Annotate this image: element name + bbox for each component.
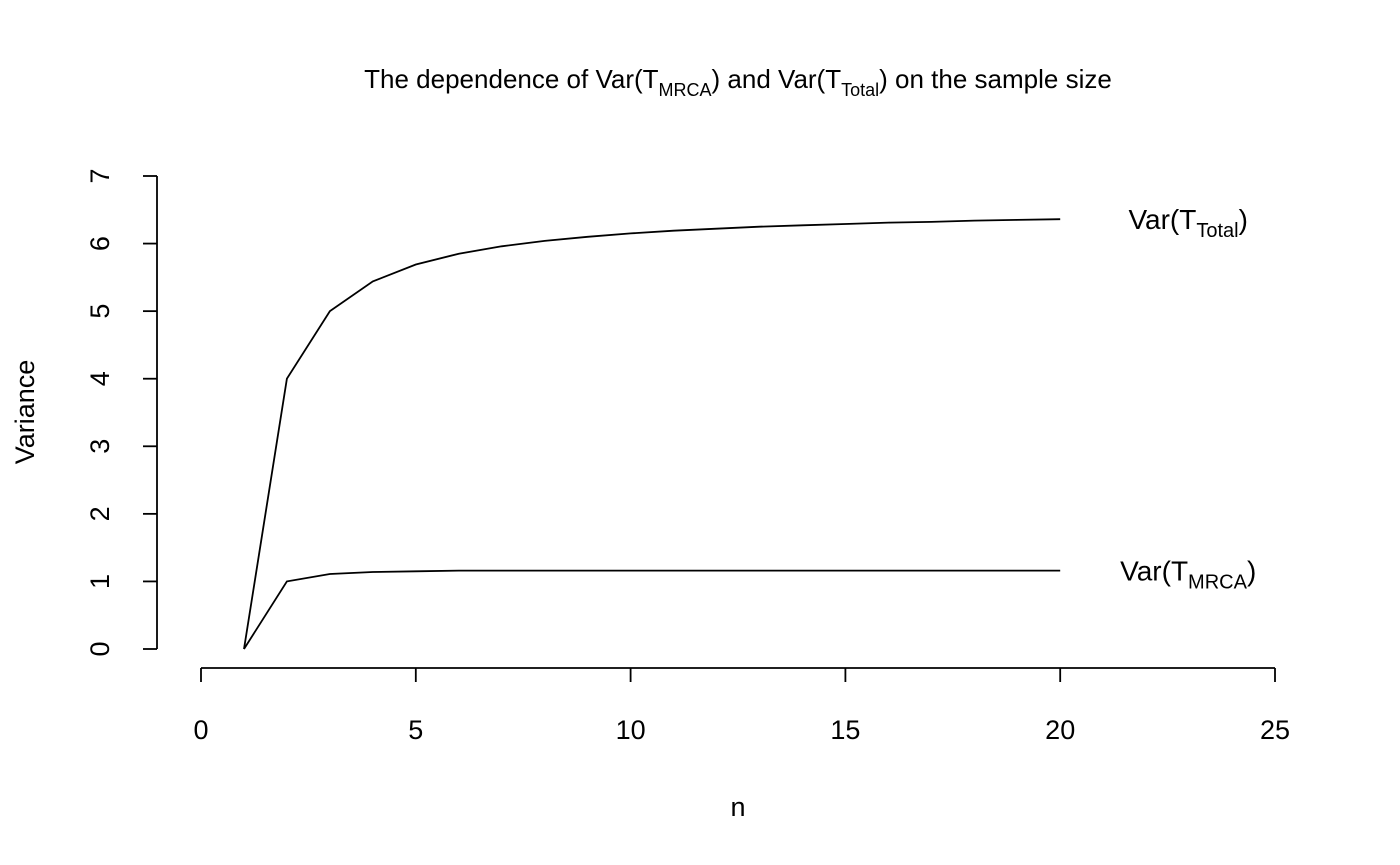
plot-lines bbox=[243, 218, 1061, 650]
y-tick-label: 3 bbox=[85, 439, 115, 454]
y-tick-label: 4 bbox=[85, 371, 115, 386]
y-axis-label: Variance bbox=[10, 360, 40, 465]
x-tick-label: 10 bbox=[616, 715, 646, 745]
chart-title: The dependence of Var(TMRCA) and Var(TTo… bbox=[364, 64, 1112, 100]
y-axis: 0 1 2 3 4 5 6 7 bbox=[85, 168, 158, 657]
x-tick-label: 25 bbox=[1260, 715, 1290, 745]
series-label-mrca: Var(TMRCA) bbox=[1120, 556, 1256, 594]
series-line-total bbox=[243, 218, 1061, 650]
x-tick-label: 5 bbox=[408, 715, 423, 745]
x-tick-label: 0 bbox=[193, 715, 208, 745]
x-tick-label: 20 bbox=[1045, 715, 1075, 745]
series-labels: Var(TTotal) Var(TMRCA) bbox=[1120, 204, 1256, 593]
y-tick-label: 2 bbox=[85, 506, 115, 521]
y-tick-label: 1 bbox=[85, 574, 115, 589]
y-tick-label: 0 bbox=[85, 641, 115, 656]
x-axis-label: n bbox=[730, 792, 745, 822]
y-tick-label: 7 bbox=[85, 168, 115, 183]
series-label-total: Var(TTotal) bbox=[1128, 204, 1248, 242]
x-axis: 0 5 10 15 20 25 bbox=[193, 667, 1290, 745]
x-tick-label: 15 bbox=[830, 715, 860, 745]
y-tick-label: 6 bbox=[85, 236, 115, 251]
series-line-mrca bbox=[243, 569, 1061, 650]
y-tick-label: 5 bbox=[85, 304, 115, 319]
